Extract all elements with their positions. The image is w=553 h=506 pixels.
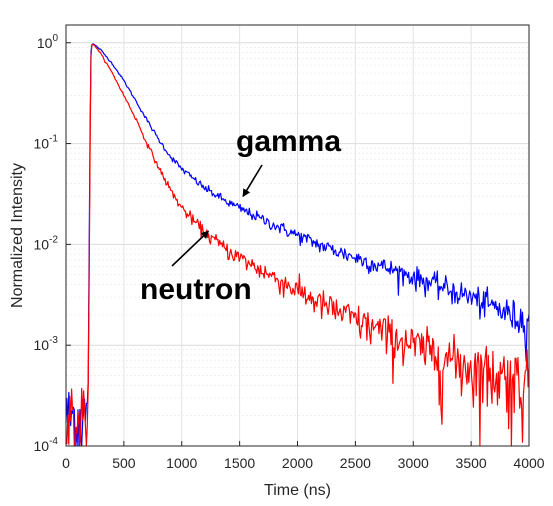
x-tick-label: 0: [62, 455, 70, 471]
x-axis-label: Time (ns): [264, 482, 331, 499]
x-tick-label: 2500: [340, 455, 371, 471]
y-axis-label: Normalized Intensity: [9, 163, 26, 308]
x-tick-label: 4000: [513, 455, 544, 471]
y-tick-label: 100: [37, 33, 59, 51]
x-tick-label: 1500: [224, 455, 255, 471]
y-tick-label: 10-3: [34, 335, 59, 353]
x-tick-label: 2000: [282, 455, 313, 471]
x-tick-label: 3000: [398, 455, 429, 471]
y-tick-label: 10-4: [34, 436, 59, 454]
x-tick-label: 1000: [166, 455, 197, 471]
x-tick-label: 3500: [456, 455, 487, 471]
annotation-neutron: neutron: [140, 273, 252, 306]
y-tick-label: 10-1: [34, 134, 59, 152]
y-tick-label: 10-2: [34, 234, 59, 252]
x-tick-label: 500: [112, 455, 136, 471]
annotation-gamma: gamma: [236, 125, 341, 158]
